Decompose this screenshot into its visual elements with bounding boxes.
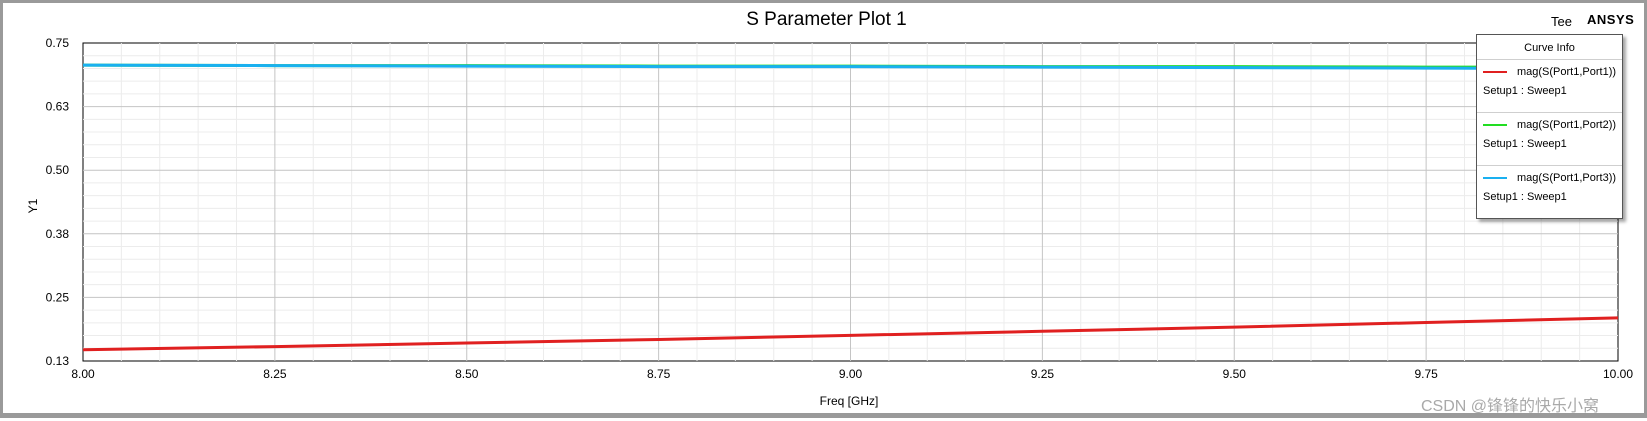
x-tick-label: 8.25 [263,367,287,381]
legend-series-setup: Setup1 : Sweep1 [1483,85,1567,97]
legend-series-name: mag(S(Port1,Port1)) [1517,66,1617,78]
chart-plot[interactable]: 8.00 8.25 8.50 8.75 9.00 9.25 9.50 9.75 10.00 0.7… [3,3,1647,421]
x-tick-label: 9.50 [1223,367,1247,381]
y-axis-label: Y1 [26,198,40,213]
legend-series-setup: Setup1 : Sweep1 [1483,191,1567,203]
axis-layer: 8.00 8.25 8.50 8.75 9.00 9.25 9.50 9.75 10.00 0.7… [46,36,1634,381]
chart-title: S Parameter Plot 1 [746,9,907,30]
legend-title: Curve Info [1524,42,1575,54]
series-layer [82,63,1619,352]
legend-series-name: mag(S(Port1,Port3)) [1517,172,1617,184]
series-line-1 [82,316,1619,352]
y-tick-label: 0.13 [46,354,70,368]
curve-info-legend[interactable]: Curve Info mag(S(Port1,Port1)) Setup1 : … [1476,34,1623,219]
y-tick-label: 0.75 [46,36,70,50]
legend-entry-port1-port3[interactable]: mag(S(Port1,Port3)) Setup1 : Sweep1 [1477,165,1622,218]
legend-swatch-red [1483,71,1507,73]
csdn-watermark: CSDN @锋锋的快乐小窝 [1421,398,1600,415]
series-line-3 [82,63,1619,71]
ansys-logo: ANSYS [1587,12,1635,27]
legend-series-name: mag(S(Port1,Port2)) [1517,119,1617,131]
x-tick-label: 8.00 [71,367,95,381]
x-axis-label: Freq [GHz] [820,394,879,408]
legend-swatch-green [1483,124,1507,126]
y-tick-label: 0.63 [46,100,70,114]
brand-tee-text: Tee [1551,14,1572,29]
y-tick-label: 0.38 [46,227,70,241]
grid-layer [82,42,1619,362]
x-tick-label: 10.00 [1603,367,1633,381]
legend-swatch-blue [1483,177,1507,179]
legend-entry-port1-port2[interactable]: mag(S(Port1,Port2)) Setup1 : Sweep1 [1477,112,1622,165]
y-tick-label: 0.25 [46,290,70,304]
y-tick-label: 0.50 [46,163,70,177]
x-tick-label: 9.00 [839,367,863,381]
legend-entry-port1-port1[interactable]: mag(S(Port1,Port1)) Setup1 : Sweep1 [1477,59,1622,112]
x-tick-label: 8.50 [455,367,479,381]
x-tick-label: 9.75 [1414,367,1438,381]
legend-series-setup: Setup1 : Sweep1 [1483,138,1567,150]
x-tick-label: 9.25 [1031,367,1055,381]
x-tick-label: 8.75 [647,367,671,381]
